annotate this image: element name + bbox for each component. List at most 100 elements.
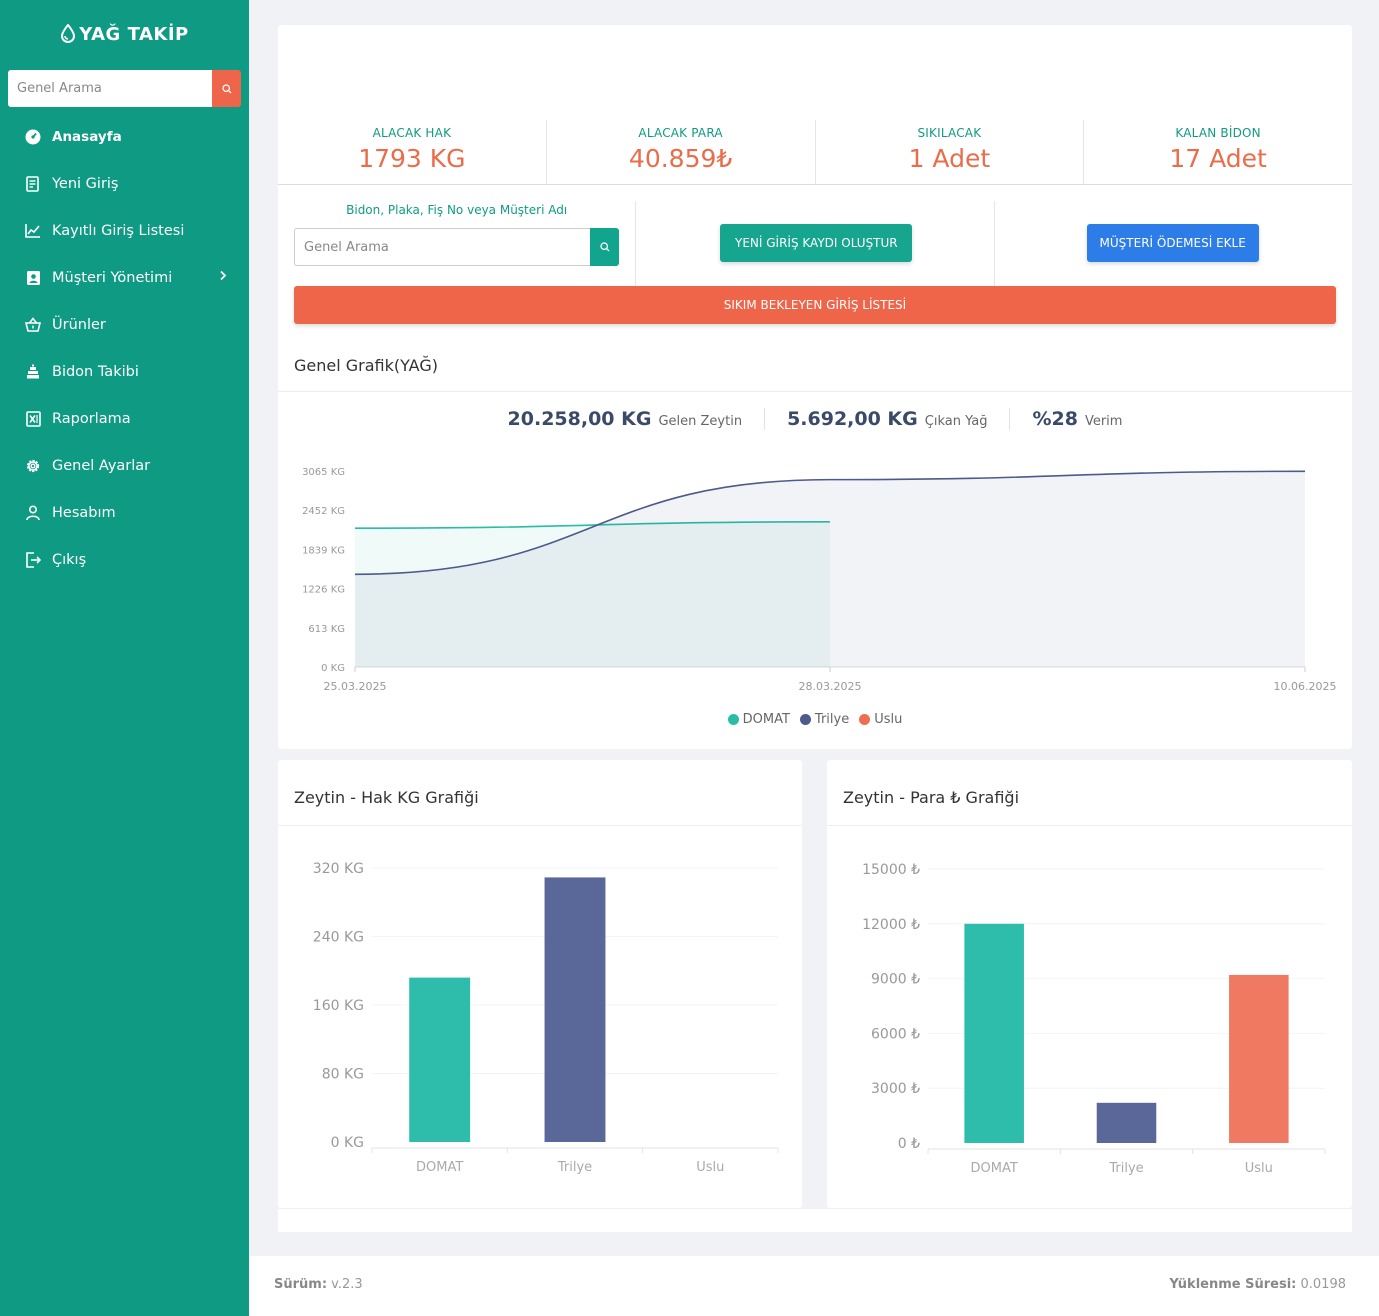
y-tick-label: 613 KG: [308, 624, 345, 635]
logout-icon: [24, 551, 42, 569]
stat-value: 1 Adet: [908, 144, 991, 173]
load-time-value: 0.0198: [1300, 1277, 1347, 1292]
legend-item-domat[interactable]: DOMAT: [727, 712, 790, 727]
series-area-domat: [355, 521, 830, 667]
stat-value: 17 Adet: [1169, 144, 1267, 173]
sidebar-item-yeni-giris[interactable]: Yeni Giriş: [0, 160, 249, 207]
sidebar-item-kayitli-giris-listesi[interactable]: Kayıtlı Giriş Listesi: [0, 207, 249, 254]
pending-list-button[interactable]: SIKIM BEKLEYEN GİRİŞ LİSTESİ: [294, 286, 1336, 324]
sidebar-item-label: Kayıtlı Giriş Listesi: [52, 222, 185, 239]
series-line-domat: [354, 521, 831, 530]
stat-alacak-hak: ALACAK HAK 1793 KG: [278, 120, 546, 184]
chevron-right-icon: [219, 269, 227, 285]
summary-verim: %28 Verim: [1009, 408, 1144, 430]
sidebar-item-label: Yeni Giriş: [52, 175, 119, 192]
new-entry-panel: YENİ GİRİŞ KAYDI OLUŞTUR: [635, 201, 993, 289]
version-label: Sürüm:: [274, 1277, 328, 1292]
stat-value: 40.859₺: [628, 144, 733, 173]
sidebar-search-button[interactable]: [212, 70, 241, 107]
sidebar-search-input[interactable]: [8, 70, 212, 107]
footer: Sürüm: v.2.3 Yüklenme Süresi: 0.0198: [249, 1256, 1379, 1316]
sidebar-item-hesabim[interactable]: Hesabım: [0, 489, 249, 536]
main-search-button[interactable]: [590, 228, 619, 266]
para-chart-title: Zeytin - Para ₺ Grafiği: [843, 788, 1020, 807]
user-icon: [24, 504, 42, 522]
chart-legend: DOMAT Trilye Uslu: [278, 712, 1352, 727]
new-entry-button[interactable]: YENİ GİRİŞ KAYDI OLUŞTUR: [720, 224, 913, 262]
load-time-label: Yüklenme Süresi:: [1169, 1277, 1297, 1292]
y-tick-label: 3000 ₺: [871, 1081, 920, 1097]
main-search-input[interactable]: [294, 228, 590, 266]
bar-domat: [964, 923, 1024, 1143]
y-tick-label: 6000 ₺: [871, 1026, 920, 1042]
y-tick-label: 0 KG: [321, 663, 345, 674]
sidebar-item-urunler[interactable]: Ürünler: [0, 301, 249, 348]
legend-item-trilye[interactable]: Trilye: [799, 712, 850, 727]
general-line-chart: 0 KG 613 KG 1226 KG 1839 KG 2452 KG 3065 KG 25…: [302, 467, 1337, 693]
y-tick-label: 0 ₺: [898, 1136, 920, 1152]
series-line-trilye: [354, 470, 1306, 576]
sidebar-item-label: Ürünler: [52, 316, 106, 333]
stat-label: ALACAK HAK: [372, 126, 452, 140]
sidebar-item-genel-ayarlar[interactable]: Genel Ayarlar: [0, 442, 249, 489]
sidebar-item-raporlama[interactable]: Raporlama: [0, 395, 249, 442]
brand-name: YAĞ TAKİP: [79, 24, 189, 45]
stat-kalan-bidon: KALAN BİDON 17 Adet: [1083, 120, 1352, 184]
y-tick-label: 3065 KG: [302, 467, 345, 478]
x-tick-label: Uslu: [696, 1160, 724, 1175]
y-tick-label: 320 KG: [313, 861, 364, 877]
bar-trilye: [544, 877, 606, 1142]
hak-chart-card: Zeytin - Hak KG Grafiği 0 KG 80 KG 160 KG 2…: [278, 760, 802, 1208]
summary-label: Gelen Zeytin: [658, 414, 743, 429]
stat-label: ALACAK PARA: [638, 126, 723, 140]
version-info: Sürüm: v.2.3: [274, 1277, 363, 1292]
summary-cikan-yag: 5.692,00 KG Çıkan Yağ: [764, 408, 1009, 430]
sidebar-item-label: Anasayfa: [52, 128, 122, 145]
y-tick-label: 9000 ₺: [871, 972, 920, 988]
excel-icon: [24, 410, 42, 428]
sidebar-search: [8, 70, 241, 107]
y-tick-label: 1839 KG: [302, 545, 345, 556]
x-tick-label: 10.06.2025: [1274, 680, 1337, 693]
card-bottom-strip: [278, 1208, 1352, 1232]
sidebar-item-anasayfa[interactable]: Anasayfa: [0, 113, 249, 160]
main-search: [294, 228, 619, 266]
sidebar-item-label: Genel Ayarlar: [52, 457, 151, 474]
stat-sikilacak: SIKILACAK 1 Adet: [814, 120, 1084, 184]
hak-chart-title: Zeytin - Hak KG Grafiği: [294, 788, 479, 807]
summary-value: 20.258,00 KG: [507, 408, 652, 430]
legend-item-uslu[interactable]: Uslu: [859, 712, 902, 727]
y-tick-label: 15000 ₺: [862, 862, 920, 878]
x-tick-label: Uslu: [1245, 1161, 1273, 1176]
sidebar-item-label: Bidon Takibi: [52, 363, 139, 380]
search-panel: Bidon, Plaka, Fiş No veya Müşteri Adı: [278, 201, 635, 289]
summary-label: Verim: [1084, 414, 1123, 429]
series-area-trilye: [355, 471, 1305, 667]
stat-alacak-para: ALACAK PARA 40.859₺: [545, 120, 815, 184]
legend-label: Trilye: [814, 712, 850, 727]
sidebar-item-label: Raporlama: [52, 410, 131, 427]
sidebar-item-label: Çıkış: [52, 551, 87, 568]
sidebar-item-bidon-takibi[interactable]: Bidon Takibi: [0, 348, 249, 395]
general-chart-title: Genel Grafik(YAĞ): [294, 356, 438, 375]
brand-logo[interactable]: YAĞ TAKİP: [0, 23, 249, 48]
dashboard-icon: [24, 128, 42, 146]
y-tick-label: 0 KG: [331, 1135, 364, 1151]
sidebar-item-cikis[interactable]: Çıkış: [0, 536, 249, 583]
para-bar-chart: 0 ₺ 3000 ₺ 6000 ₺ 9000 ₺ 12000 ₺ 15000 ₺ DOMAT…: [862, 862, 1326, 1176]
hak-bar-chart: 0 KG 80 KG 160 KG 240 KG 320 KG DOMAT Trilye Us…: [313, 861, 779, 1175]
sidebar-item-label: Müşteri Yönetimi: [52, 269, 173, 286]
oil-drop-icon: [60, 23, 76, 48]
summary-card: ALACAK HAK 1793 KG ALACAK PARA 40.859₺ S…: [278, 25, 1352, 350]
y-tick-label: 2452 KG: [302, 506, 345, 517]
sidebar-item-musteri-yonetimi[interactable]: Müşteri Yönetimi: [0, 254, 249, 301]
bar-trilye: [1096, 1102, 1157, 1143]
stack-icon: [24, 363, 42, 381]
legend-label: DOMAT: [742, 712, 790, 727]
customer-payment-button[interactable]: MÜŞTERİ ÖDEMESİ EKLE: [1086, 224, 1259, 262]
stats-row: ALACAK HAK 1793 KG ALACAK PARA 40.859₺ S…: [278, 120, 1352, 185]
y-tick-label: 1226 KG: [302, 585, 345, 596]
x-tick-label: 28.03.2025: [799, 680, 862, 693]
para-chart-card: Zeytin - Para ₺ Grafiği 0 ₺ 3000 ₺ 6000 ₺ 9…: [827, 760, 1352, 1208]
actions-row: Bidon, Plaka, Fiş No veya Müşteri Adı YE…: [278, 201, 1352, 289]
